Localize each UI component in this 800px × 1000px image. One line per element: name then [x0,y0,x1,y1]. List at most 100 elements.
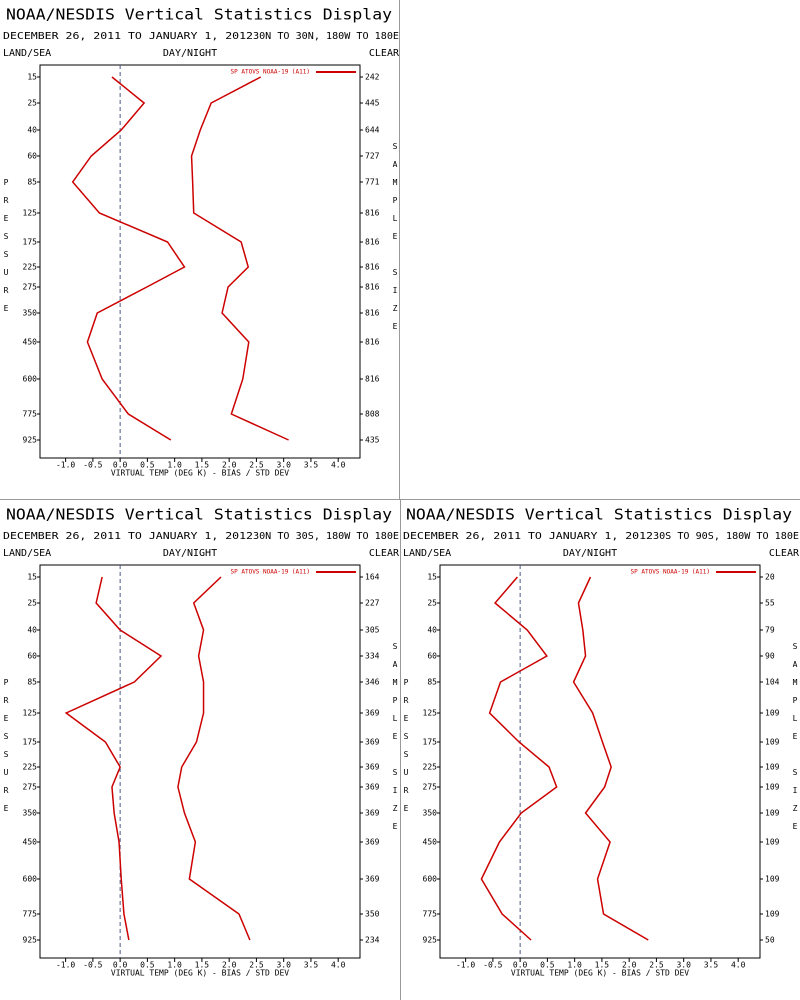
sample-size: 808 [365,410,380,419]
filter-label: DAY/NIGHT [163,48,217,59]
x-tick-label: 0.5 [140,461,155,470]
x-tick-label: 2.5 [249,461,264,470]
sample-size: 90 [765,652,775,661]
chart-panel: NOAA/NESDIS Vertical Statistics Display D… [402,506,800,978]
y-tick-label: 450 [423,838,438,847]
sample-size: 242 [365,73,380,82]
region: 30N TO 30N, 180W TO 180E [253,31,399,42]
x-tick-label: 1.0 [167,961,182,970]
y-tick-label: 350 [423,809,438,818]
y-tick-label: 450 [23,338,38,347]
filter-label: CLEAR [769,548,800,559]
x-tick-label: 2.0 [222,461,237,470]
y-tick-label: 25 [27,99,37,108]
y-tick-label: 775 [23,410,38,419]
sample-size: 435 [365,436,380,445]
filter-label: LAND/SEA [3,48,51,59]
plot-frame [39,64,361,459]
sample-size: 771 [365,178,380,187]
divider [399,0,400,500]
sample-size: 644 [365,126,380,135]
y-tick-label: 15 [427,573,437,582]
y-tick-label: 225 [23,263,38,272]
y-tick-label: 450 [23,838,38,847]
y-tick-label: 40 [27,126,37,135]
sample-size: 227 [365,599,380,608]
series-line [572,576,649,941]
x-tick-label: 1.5 [195,461,210,470]
sample-size: 816 [365,309,380,318]
divider [0,499,800,500]
sample-size: 334 [365,652,380,661]
y-tick-label: 15 [27,73,37,82]
y-tick-label: 275 [23,283,38,292]
series-line [480,576,558,941]
sample-size: 369 [365,809,380,818]
y-tick-label: 125 [23,709,38,718]
y-tick-label: 60 [27,152,37,161]
sample-size: 369 [365,738,380,747]
sample-size: 109 [765,783,780,792]
y-tick-label: 275 [23,783,38,792]
y-tick-label: 600 [23,875,38,884]
x-tick-label: 3.0 [276,961,291,970]
x-tick-label: 1.5 [595,961,610,970]
series-line [64,576,163,941]
y2-axis-label: SAMPLE SIZE [391,642,400,840]
y-tick-label: 775 [23,910,38,919]
x-tick-label: 0.0 [113,961,128,970]
y-tick-label: 175 [23,238,38,247]
sample-size: 816 [365,375,380,384]
x-tick-label: 2.5 [249,961,264,970]
y-tick-label: 175 [23,738,38,747]
sample-size: 816 [365,238,380,247]
date-range: DECEMBER 26, 2011 TO JANUARY 1, 2012 [3,531,253,542]
x-tick-label: 3.5 [304,461,319,470]
x-tick-label: 4.0 [731,961,746,970]
plot-frame [39,564,361,959]
x-tick-label: 2.0 [622,961,637,970]
y-tick-label: 60 [27,652,37,661]
chart-title: NOAA/NESDIS Vertical Statistics Display [406,506,792,524]
y-tick-label: 600 [423,875,438,884]
sample-size: 816 [365,338,380,347]
x-tick-label: 0.0 [113,461,128,470]
y-tick-label: 40 [427,626,437,635]
sample-size: 369 [365,709,380,718]
sample-size: 369 [365,763,380,772]
date-range: DECEMBER 26, 2011 TO JANUARY 1, 2012 [403,531,653,542]
sample-size: 109 [765,763,780,772]
sample-size: 20 [765,573,775,582]
y-tick-label: 25 [427,599,437,608]
region: 30S TO 90S, 180W TO 180E [653,531,799,542]
x-tick-label: 4.0 [331,461,346,470]
x-tick-label: -1.0 [56,961,75,970]
filter-label: LAND/SEA [403,548,451,559]
y-tick-label: 175 [423,738,438,747]
y-axis-label: PRESSURE [2,178,11,322]
x-axis-label: VIRTUAL TEMP (DEG K) - BIAS / STD DEV [111,469,289,478]
sample-size: 109 [765,738,780,747]
y-axis-label: PRESSURE [402,678,411,822]
y-tick-label: 600 [23,375,38,384]
y-tick-label: 85 [27,178,37,187]
divider [400,500,401,1000]
y-tick-label: 350 [23,809,38,818]
x-tick-label: 3.0 [276,461,291,470]
x-tick-label: 2.0 [222,961,237,970]
sample-size: 369 [365,838,380,847]
sample-size: 79 [765,626,775,635]
y-tick-label: 775 [423,910,438,919]
filter-label: CLEAR [369,48,400,59]
y-tick-label: 225 [23,763,38,772]
y-axis-label: PRESSURE [2,678,11,822]
date-range: DECEMBER 26, 2011 TO JANUARY 1, 2012 [3,31,253,42]
sample-size: 816 [365,283,380,292]
x-tick-label: 3.5 [304,961,319,970]
sample-size: 50 [765,936,775,945]
y-tick-label: 15 [27,573,37,582]
sample-size: 109 [765,809,780,818]
y-tick-label: 25 [27,599,37,608]
region: 30N TO 30S, 180W TO 180E [253,531,399,542]
filter-label: DAY/NIGHT [163,548,217,559]
